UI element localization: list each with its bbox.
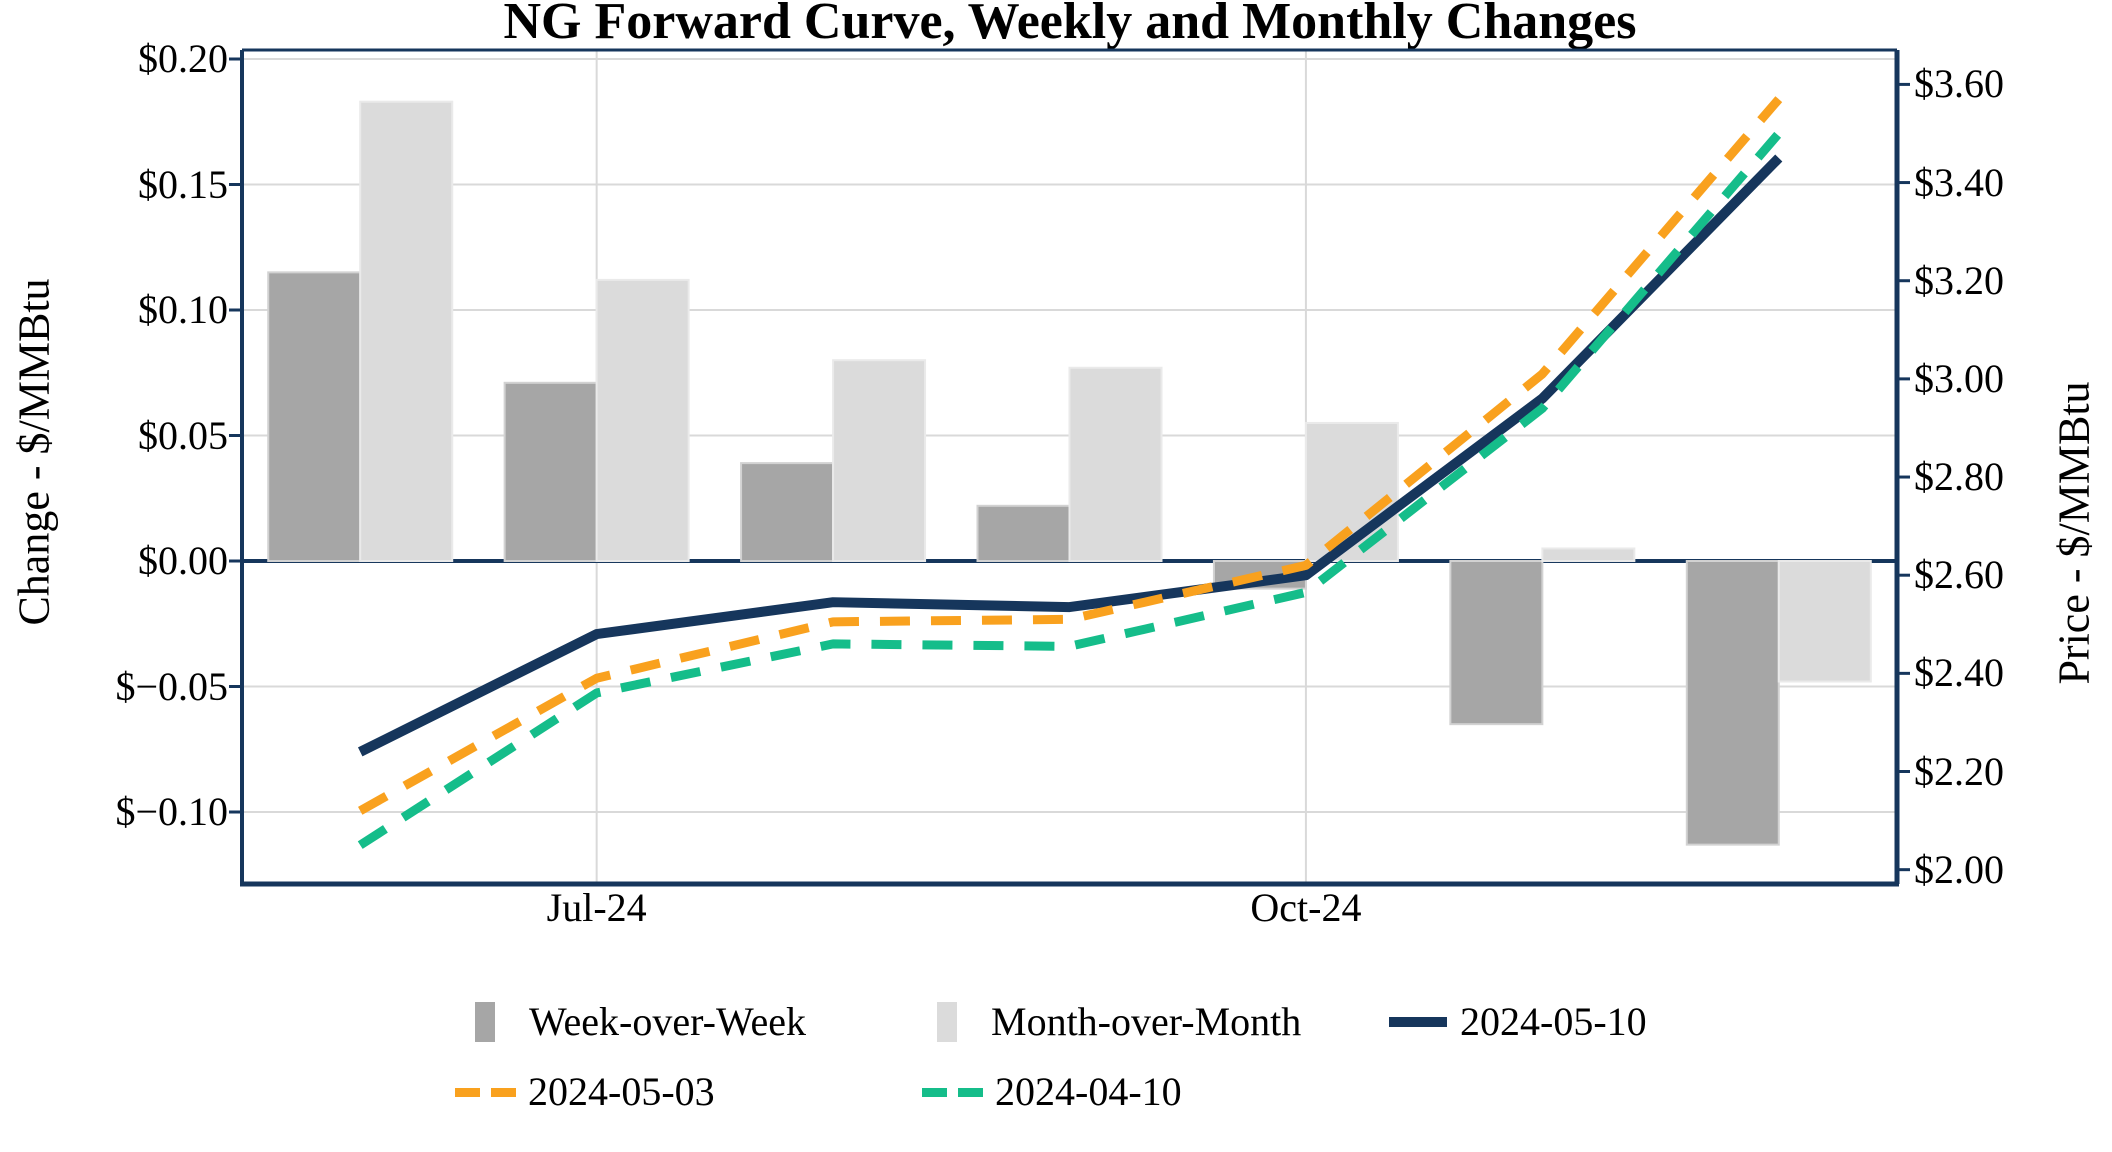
legend-item-Month-over-Month: Month-over-Month — [937, 998, 1301, 1046]
left-axis-tick-label: $0.20 — [138, 36, 228, 81]
left-axis-tick-label: $0.15 — [138, 161, 228, 207]
legend-label: 2024-05-10 — [1460, 999, 1647, 1044]
bar-week-over-week — [1685, 560, 1780, 846]
right-axis-tick-label: $2.00 — [1914, 846, 2004, 892]
bar-week-over-week — [740, 462, 835, 563]
x-axis-tick-label: Oct-24 — [1250, 885, 1362, 930]
right-axis-tick-label: $2.20 — [1914, 748, 2004, 794]
legend-bar-swatch — [475, 1002, 495, 1042]
legend-label: Month-over-Month — [991, 999, 1302, 1044]
bar-month-over-month — [1777, 560, 1872, 683]
legend-label: 2024-05-03 — [528, 1069, 715, 1114]
legend-bar-swatch — [937, 1002, 957, 1042]
left-axis-tick-label: $−0.05 — [115, 663, 228, 709]
right-axis-tick-label: $2.80 — [1914, 454, 2004, 500]
right-axis-tick-label: $3.20 — [1914, 257, 2004, 303]
left-axis-tick-label: $−0.10 — [115, 789, 228, 834]
right-axis-tick-label: $2.60 — [1914, 552, 2004, 598]
legend-dash-swatch — [455, 1087, 516, 1097]
legend-dash-swatch — [922, 1087, 983, 1097]
bar-month-over-month — [1541, 547, 1636, 563]
left-axis-tick-label: $0.05 — [138, 412, 228, 458]
left-axis-tick-label: $0.10 — [138, 287, 228, 332]
legend-item-2024-04-10: 2024-04-10 — [922, 1068, 1182, 1116]
legend-item-Week-over-Week: Week-over-Week — [475, 998, 806, 1046]
line-2024-04-10 — [357, 130, 1783, 849]
bar-week-over-week — [267, 271, 362, 563]
bar-week-over-week — [503, 381, 598, 563]
legend-item-2024-05-03: 2024-05-03 — [455, 1068, 715, 1116]
legend-item-2024-05-10: 2024-05-10 — [1389, 998, 1647, 1046]
right-axis-tick-label: $3.00 — [1914, 355, 2004, 401]
bar-month-over-month — [359, 100, 454, 563]
right-axis-tick-label: $2.40 — [1914, 650, 2004, 696]
legend-label: Week-over-Week — [529, 999, 807, 1044]
right-axis-tick-label: $3.60 — [1914, 61, 2004, 107]
x-axis-tick-label: Jul-24 — [546, 885, 647, 930]
legend-label: 2024-04-10 — [995, 1069, 1182, 1114]
bar-month-over-month — [832, 359, 927, 563]
legend-line-swatch — [1389, 1017, 1447, 1027]
line-2024-05-03 — [358, 96, 1783, 815]
chart-title: NG Forward Curve, Weekly and Monthly Cha… — [503, 0, 1637, 50]
right-axis-tick-label: $3.40 — [1914, 159, 2004, 205]
bar-week-over-week — [1449, 560, 1544, 726]
left-axis-tick-label: $0.00 — [138, 538, 228, 583]
bar-week-over-week — [976, 504, 1071, 563]
line-2024-05-10 — [357, 154, 1783, 757]
bar-month-over-month — [1068, 366, 1163, 563]
bar-month-over-month — [595, 278, 690, 563]
